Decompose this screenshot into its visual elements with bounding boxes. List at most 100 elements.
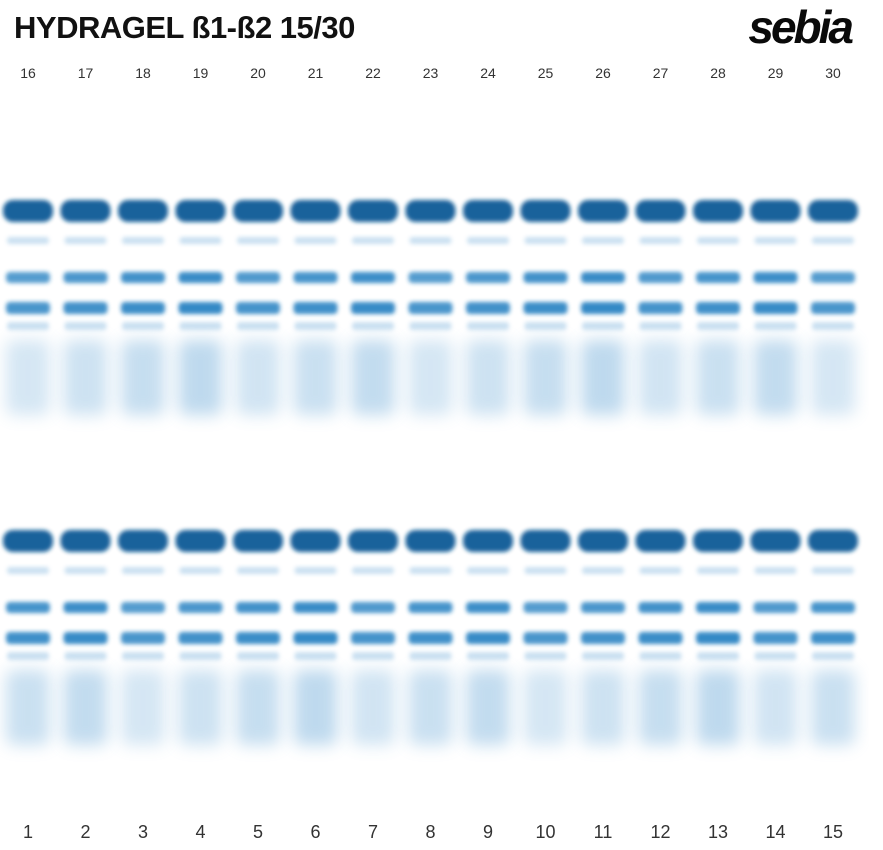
faint-band bbox=[697, 322, 739, 330]
faint-band bbox=[754, 567, 797, 574]
main-band bbox=[693, 200, 743, 222]
mid-band bbox=[638, 272, 683, 283]
mid-band bbox=[408, 302, 453, 314]
faint-band bbox=[64, 567, 107, 574]
faint-band bbox=[179, 322, 222, 330]
faint-band bbox=[7, 237, 49, 244]
lane-number: 20 bbox=[250, 65, 266, 81]
faint-band bbox=[409, 567, 452, 574]
smear-band bbox=[696, 340, 740, 415]
lane-number: 28 bbox=[710, 65, 726, 81]
mid-band bbox=[753, 302, 798, 314]
faint-band bbox=[639, 652, 682, 660]
mid-band bbox=[753, 632, 798, 644]
smear-band bbox=[351, 340, 395, 415]
faint-band bbox=[294, 652, 337, 660]
lane-number: 19 bbox=[192, 65, 209, 81]
mid-band bbox=[351, 302, 395, 314]
mid-band bbox=[351, 272, 395, 283]
mid-band bbox=[293, 272, 338, 283]
mid-band bbox=[696, 632, 740, 644]
mid-band bbox=[178, 272, 223, 283]
faint-band bbox=[409, 322, 452, 330]
faint-band bbox=[122, 567, 164, 574]
mid-band bbox=[236, 632, 280, 644]
main-band bbox=[808, 530, 858, 552]
mid-band bbox=[696, 272, 740, 283]
sebia-logo: sebia bbox=[748, 1, 854, 53]
smear-band bbox=[696, 670, 740, 745]
main-band bbox=[290, 200, 341, 222]
smear-band bbox=[638, 670, 683, 745]
main-band bbox=[175, 530, 226, 552]
faint-band bbox=[812, 237, 854, 244]
mid-band bbox=[466, 302, 510, 314]
faint-band bbox=[294, 322, 337, 330]
smear-band bbox=[811, 670, 855, 745]
faint-band bbox=[582, 237, 624, 244]
lane-number: 15 bbox=[822, 822, 844, 842]
faint-band bbox=[352, 652, 394, 660]
mid-band bbox=[466, 272, 510, 283]
mid-band bbox=[408, 632, 453, 644]
mid-band bbox=[466, 602, 510, 613]
mid-band bbox=[121, 602, 165, 613]
mid-band bbox=[178, 302, 223, 314]
main-band bbox=[750, 530, 801, 552]
faint-band bbox=[64, 322, 107, 330]
faint-band bbox=[697, 652, 739, 660]
smear-band bbox=[63, 340, 108, 415]
faint-band bbox=[639, 322, 682, 330]
mid-band bbox=[638, 632, 683, 644]
main-band bbox=[808, 200, 858, 222]
mid-band bbox=[523, 272, 568, 283]
lane-number: 29 bbox=[767, 65, 784, 81]
faint-band bbox=[639, 567, 682, 574]
faint-band bbox=[467, 237, 509, 244]
faint-band bbox=[122, 652, 164, 660]
mid-band bbox=[121, 272, 165, 283]
faint-band bbox=[179, 652, 222, 660]
mid-band bbox=[523, 632, 568, 644]
mid-band bbox=[236, 272, 280, 283]
mid-band bbox=[753, 272, 798, 283]
mid-band bbox=[811, 272, 855, 283]
lane-number: 7 bbox=[367, 822, 378, 842]
main-band bbox=[348, 200, 398, 222]
smear-band bbox=[236, 670, 280, 745]
smear-band bbox=[523, 670, 568, 745]
faint-band bbox=[467, 322, 509, 330]
smear-band bbox=[466, 340, 510, 415]
faint-band bbox=[352, 567, 394, 574]
smear-band bbox=[351, 670, 395, 745]
faint-band bbox=[524, 567, 567, 574]
smear-band bbox=[811, 340, 855, 415]
faint-band bbox=[409, 237, 452, 244]
faint-band bbox=[64, 237, 107, 244]
mid-band bbox=[581, 602, 625, 613]
bottom-gel-row bbox=[3, 530, 858, 745]
smear-band bbox=[121, 670, 165, 745]
faint-band bbox=[754, 322, 797, 330]
mid-band bbox=[63, 632, 108, 644]
faint-band bbox=[639, 237, 682, 244]
lane-number: 6 bbox=[310, 822, 321, 842]
lane-number: 24 bbox=[480, 65, 496, 81]
smear-band bbox=[466, 670, 510, 745]
main-band bbox=[118, 530, 168, 552]
mid-band bbox=[121, 302, 165, 314]
main-band bbox=[3, 200, 53, 222]
mid-band bbox=[753, 602, 798, 613]
faint-band bbox=[524, 237, 567, 244]
main-band bbox=[290, 530, 341, 552]
mid-band bbox=[63, 302, 108, 314]
smear-band bbox=[408, 670, 453, 745]
lane-number: 2 bbox=[80, 822, 91, 842]
faint-band bbox=[697, 237, 739, 244]
smear-band bbox=[408, 340, 453, 415]
mid-band bbox=[351, 602, 395, 613]
lane-number: 17 bbox=[77, 65, 94, 81]
lane-number: 18 bbox=[135, 65, 151, 81]
mid-band bbox=[6, 602, 50, 613]
